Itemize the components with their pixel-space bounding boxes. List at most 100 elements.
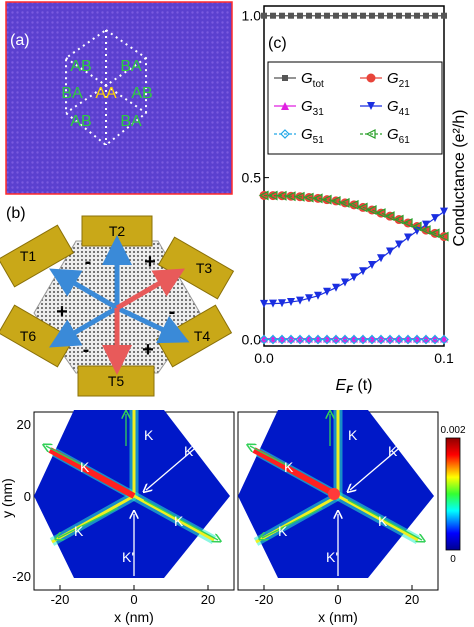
data-point: [420, 225, 431, 236]
data-point: [359, 334, 367, 343]
k-label: K: [174, 513, 184, 529]
svg-text:T4: T4: [194, 328, 211, 344]
colorbar-min: 0: [450, 554, 456, 565]
data-point: [259, 334, 269, 345]
data-point: [350, 334, 358, 343]
data-point: [394, 334, 404, 345]
data-point: [395, 240, 403, 249]
plot-frame: [263, 5, 445, 347]
data-point: [431, 334, 439, 343]
data-point: [422, 220, 430, 229]
k-label: K': [326, 549, 338, 565]
k-label: K: [378, 513, 388, 529]
svg-text:T1: T1: [20, 248, 37, 264]
data-point: [305, 334, 313, 343]
data-point: [323, 287, 331, 296]
moire-background: [5, 1, 233, 195]
x-tick-label: 0.0: [254, 350, 274, 366]
sign: +: [56, 301, 68, 323]
colorbar-max: 0.002: [440, 425, 465, 436]
data-point: [277, 334, 287, 345]
x-tick-label: 20: [405, 592, 419, 607]
data-point: [386, 247, 394, 256]
svg-text:T6: T6: [20, 328, 37, 344]
data-point: [395, 334, 403, 343]
region-aa: AA: [95, 85, 117, 102]
sign: +: [144, 251, 156, 273]
data-point: [349, 334, 359, 345]
current-beam-core: [133, 494, 215, 542]
data-point: [342, 12, 348, 19]
region-ba: BA: [61, 85, 83, 102]
data-point: [360, 12, 366, 19]
x-tick-label: 0: [334, 592, 341, 607]
data-point: [376, 208, 386, 218]
data-point: [359, 267, 367, 276]
terminal-t6: T6: [0, 304, 75, 368]
data-point: [421, 334, 431, 345]
x-axis-label: x (nm): [114, 609, 154, 625]
data-point: [441, 12, 447, 19]
panels-de-current-maps: y (nm) K K K' K K K' (d) -20 0 20 x (nm) 20 0 -20 K K K'…: [0, 410, 466, 625]
data-point: [368, 334, 376, 343]
data-point: [313, 334, 323, 345]
region-ab: AB: [70, 113, 91, 130]
data-point: [279, 12, 285, 19]
svg-text:T3: T3: [196, 260, 213, 276]
current-arrow-red: [115, 268, 185, 311]
legend-entry: Gtot: [301, 70, 324, 90]
data-point: [313, 193, 323, 203]
data-point: [375, 208, 386, 219]
data-point: [386, 334, 394, 343]
svg-text:T5: T5: [108, 373, 125, 389]
data-point: [376, 334, 386, 345]
panel-label: (b): [6, 205, 26, 222]
current-beam-red: [48, 447, 136, 499]
legend-entry: G41: [387, 98, 410, 118]
region-ba: BA: [120, 113, 142, 130]
current-arrow: [115, 305, 190, 344]
data-point: [377, 334, 385, 343]
data-point: [357, 202, 368, 213]
data-point: [322, 195, 332, 205]
y-axis-label: y (nm): [0, 478, 15, 518]
y-tick-label: 0.5: [242, 170, 262, 186]
data-point: [277, 191, 287, 201]
scatter-center: [328, 488, 340, 500]
series-g-41: [260, 207, 448, 308]
data-point: [367, 205, 377, 215]
data-point: [411, 221, 422, 232]
data-point: [323, 334, 331, 343]
panel-label: (e): [244, 425, 262, 442]
data-point: [312, 193, 323, 204]
k-label: K': [388, 443, 400, 459]
data-point: [288, 12, 294, 19]
data-point: [260, 334, 268, 343]
data-point: [431, 214, 439, 223]
k-label: K: [348, 427, 358, 443]
current-arrow: [49, 268, 119, 311]
data-point: [303, 192, 314, 203]
data-point: [439, 334, 449, 345]
data-point: [295, 334, 305, 345]
data-point: [366, 205, 377, 215]
y-axis-label: Conductance (e²/h): [451, 110, 468, 247]
legend-marker: [366, 73, 376, 83]
dotted-diagonal: [65, 57, 147, 114]
panel-b-device: (b) T2 T5 T1 T3 T6 T4 - + + - + -: [0, 205, 235, 397]
legend-marker: [365, 129, 376, 139]
k-arrow: [46, 446, 85, 467]
data-point: [440, 334, 448, 343]
sign: +: [142, 339, 154, 361]
data-point: [378, 12, 384, 19]
x-tick-label: 0.1: [434, 350, 454, 366]
data-point: [394, 215, 404, 225]
data-point: [339, 197, 350, 208]
terminal-t1: T1: [0, 224, 75, 288]
legend-entry: G61: [387, 126, 410, 146]
panel-a-moire-image: (a) AB BA BA AA AB AB BA: [5, 1, 233, 195]
k-arrow: [250, 446, 289, 467]
x-tick-label: 20: [201, 592, 215, 607]
data-point: [422, 334, 430, 343]
